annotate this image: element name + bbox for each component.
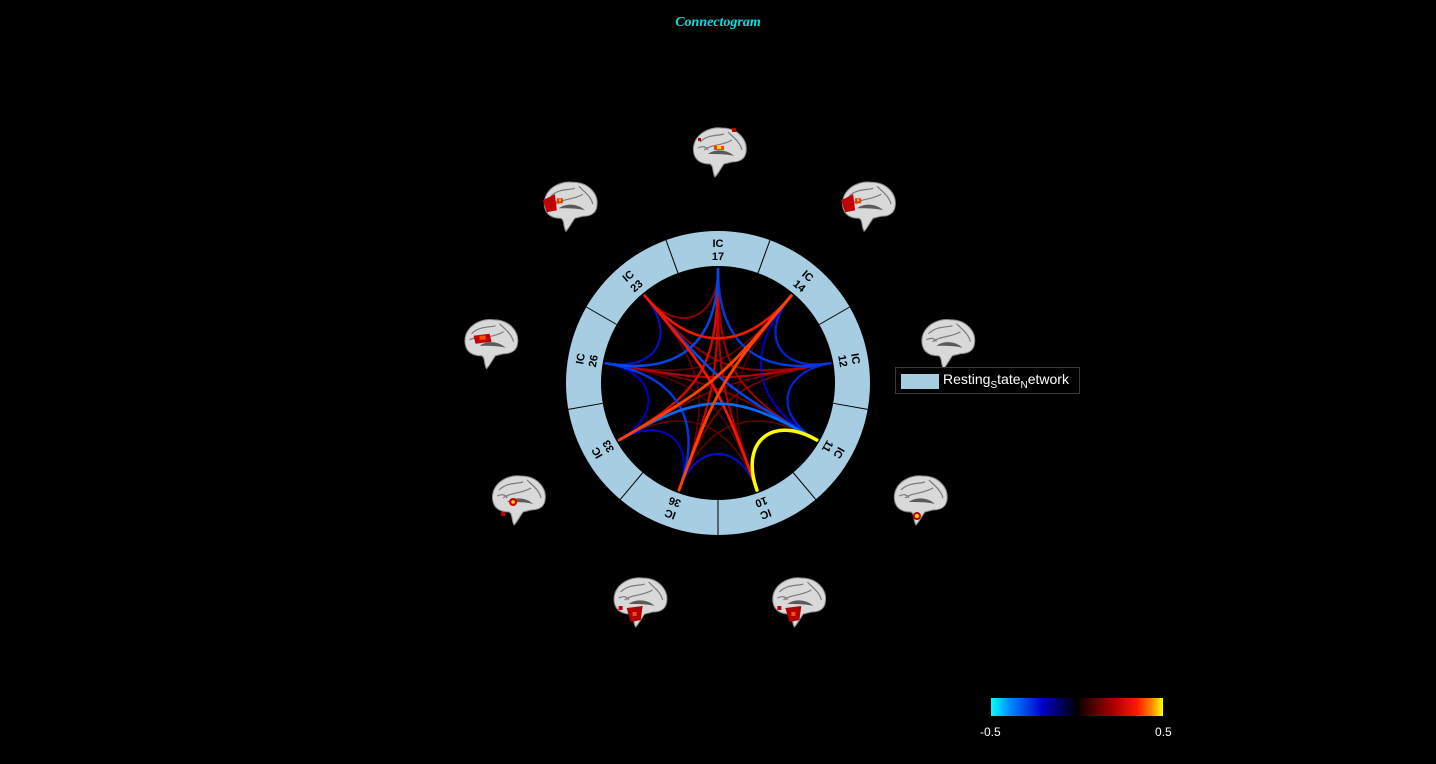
ring-label-id: 33 bbox=[601, 438, 618, 455]
edge-12-11 bbox=[786, 362, 832, 442]
brain-thumbnail-36 bbox=[613, 577, 668, 628]
ring-divider bbox=[819, 306, 850, 325]
brain-thumbnail-11 bbox=[893, 475, 948, 526]
chart-title: Connectogram bbox=[675, 15, 761, 30]
colorbar-max-label: 0.5 bbox=[1155, 725, 1172, 739]
ring-divider bbox=[757, 239, 771, 274]
brain-thumbnail-10 bbox=[772, 577, 827, 628]
ring-label-id: 26 bbox=[587, 354, 601, 368]
brain-thumbnails bbox=[464, 127, 976, 628]
legend-swatch bbox=[901, 374, 939, 389]
brain-thumbnail-33 bbox=[491, 475, 546, 526]
edge-11-10 bbox=[750, 428, 819, 492]
ic-ring bbox=[566, 231, 870, 535]
legend-label: RestingStateNetwork bbox=[943, 371, 1069, 391]
legend: RestingStateNetwork bbox=[895, 367, 1080, 394]
colorbar-min-label: -0.5 bbox=[980, 725, 1001, 739]
edge-23-10 bbox=[643, 294, 759, 492]
ring-label-prefix: IC bbox=[574, 352, 588, 365]
ring-label-id: 12 bbox=[835, 354, 849, 368]
ring-label-prefix: IC bbox=[830, 445, 846, 461]
brain-thumbnail-12 bbox=[921, 319, 976, 370]
connection-edges bbox=[604, 267, 832, 492]
brain-thumbnail-17 bbox=[692, 127, 747, 178]
edge-14-36 bbox=[677, 294, 793, 492]
brain-thumbnail-26 bbox=[464, 319, 519, 370]
ring-divider bbox=[619, 472, 644, 500]
ring-label-prefix: IC bbox=[848, 352, 862, 365]
edge-14-23 bbox=[643, 294, 793, 340]
brain-thumbnail-23 bbox=[542, 181, 598, 233]
ring-label-id: 11 bbox=[819, 438, 835, 454]
edge-36-10 bbox=[677, 453, 759, 492]
ring-label-id: 10 bbox=[753, 494, 769, 509]
brain-thumbnail-14 bbox=[841, 181, 896, 233]
ring-divider bbox=[792, 472, 817, 500]
ring-label-prefix: IC bbox=[713, 238, 724, 250]
ring-divider bbox=[586, 306, 617, 325]
colorbar bbox=[991, 698, 1163, 716]
ring-divider bbox=[568, 402, 603, 410]
ring-label-id: 36 bbox=[667, 494, 683, 509]
ring-label-prefix: IC bbox=[590, 445, 606, 461]
ring-label-id: 17 bbox=[712, 251, 724, 263]
ring-label-prefix: IC bbox=[663, 506, 677, 521]
ring-divider bbox=[833, 402, 868, 410]
ring-divider bbox=[665, 239, 679, 274]
ring-label-prefix: IC bbox=[758, 506, 772, 521]
